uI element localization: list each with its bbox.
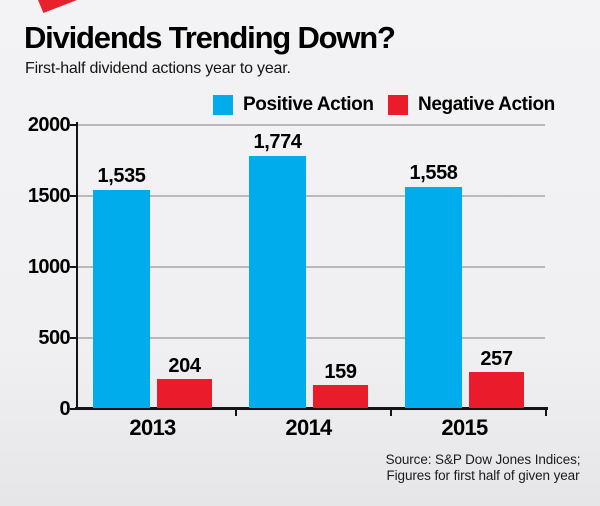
legend-item-positive: Positive Action <box>213 95 374 115</box>
red-triangle-icon <box>38 0 77 13</box>
gridline-2000 <box>78 124 545 126</box>
source-line-2: Figures for first half of given year <box>386 467 580 483</box>
value-label-positive-2013: 1,535 <box>97 165 146 188</box>
x-axis-label-2015: 2015 <box>441 415 488 440</box>
source-note: Source: S&P Dow Jones Indices; Figures f… <box>353 452 600 483</box>
x-axis-label-2013: 2013 <box>129 415 176 440</box>
y-tick-500 <box>70 337 77 339</box>
x-axis-tick-2 <box>545 409 547 416</box>
bar-negative-2014 <box>313 385 368 408</box>
y-axis-label-1500: 1500 <box>27 185 71 207</box>
y-tick-2000 <box>70 124 77 126</box>
value-label-negative-2014: 159 <box>324 361 357 384</box>
y-axis-label-0: 0 <box>59 398 70 420</box>
bar-negative-2013 <box>157 379 212 408</box>
x-axis-tick-0 <box>235 409 237 416</box>
legend-label-negative: Negative Action <box>418 94 555 115</box>
x-axis-tick-1 <box>390 409 392 416</box>
positive-action-swatch <box>213 95 233 115</box>
x-axis-line <box>75 407 548 410</box>
bar-positive-2015 <box>405 186 462 408</box>
y-tick-1000 <box>70 266 77 268</box>
negative-action-swatch <box>388 95 408 115</box>
value-label-positive-2014: 1,774 <box>253 131 302 154</box>
y-axis-line <box>76 122 78 410</box>
bar-positive-2013 <box>93 190 150 408</box>
y-tick-1500 <box>70 195 77 197</box>
y-axis-label-500: 500 <box>38 327 70 349</box>
gridline-500 <box>78 337 545 339</box>
subtitle: First-half dividend actions year to year… <box>25 60 291 77</box>
page-title: Dividends Trending Down? <box>24 20 396 55</box>
y-axis-label-1000: 1000 <box>27 256 71 278</box>
y-axis-label-2000: 2000 <box>27 114 71 136</box>
value-label-negative-2013: 204 <box>168 355 201 378</box>
bar-negative-2015 <box>469 371 524 408</box>
y-tick-0 <box>70 408 77 410</box>
gridline-1500 <box>78 195 545 197</box>
legend-item-negative: Negative Action <box>388 95 555 115</box>
value-label-negative-2015: 257 <box>480 347 513 370</box>
value-label-positive-2015: 1,558 <box>409 161 458 184</box>
x-axis-label-2014: 2014 <box>285 415 332 440</box>
legend-label-positive: Positive Action <box>243 94 374 115</box>
gridline-1000 <box>78 266 545 268</box>
source-line-1: Source: S&P Dow Jones Indices; <box>385 452 581 467</box>
bar-positive-2014 <box>249 156 306 408</box>
